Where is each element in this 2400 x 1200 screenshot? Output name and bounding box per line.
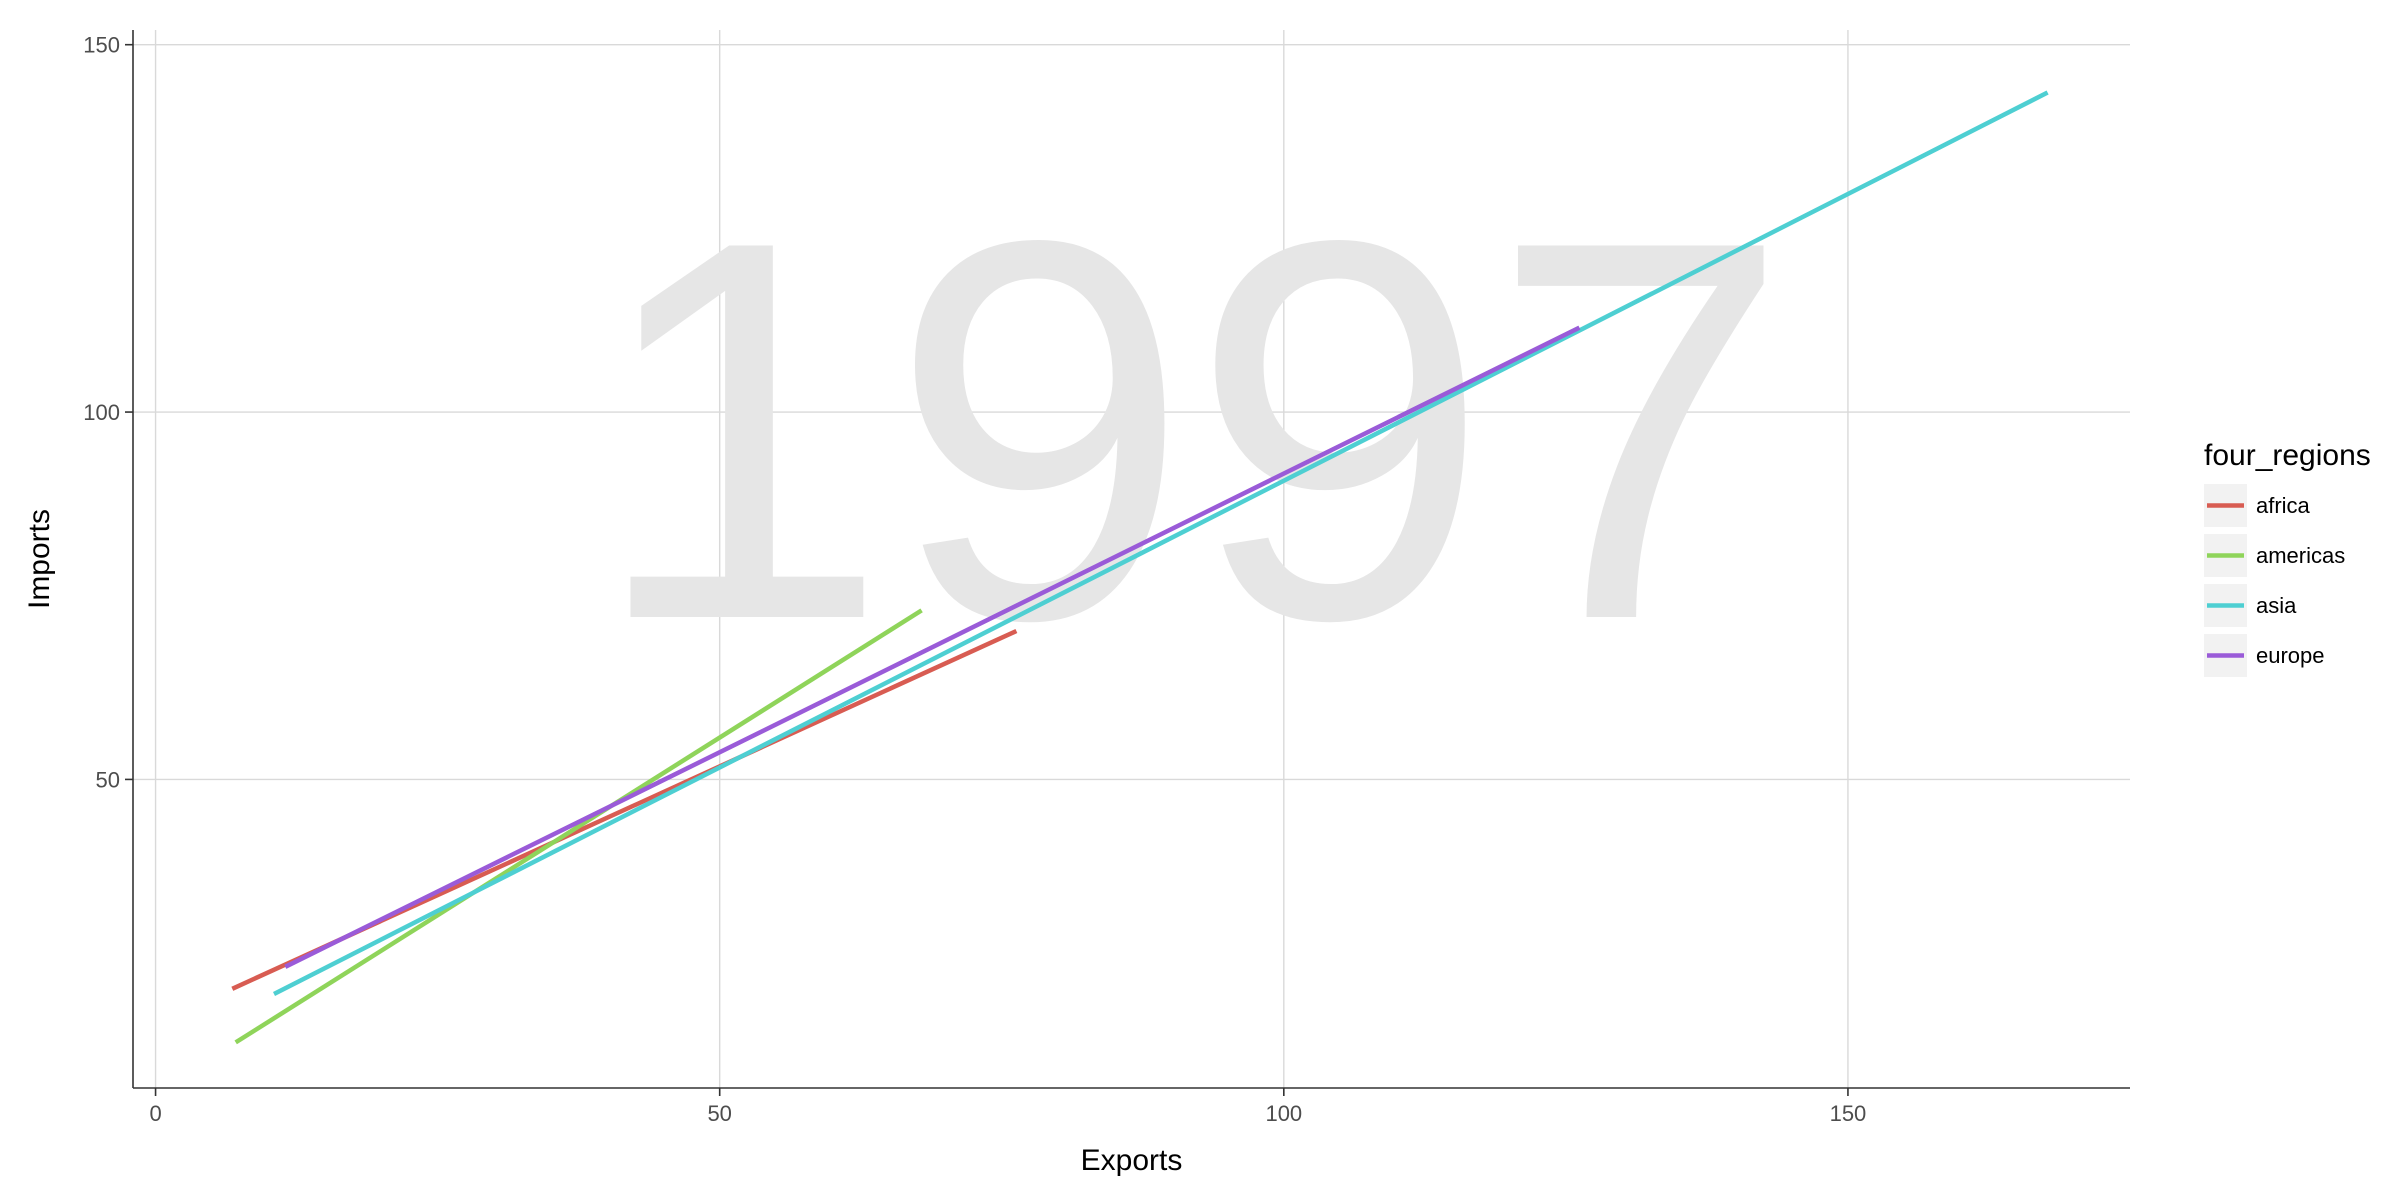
y-tick-label: 100 (83, 400, 120, 425)
x-axis-title: Exports (1081, 1144, 1183, 1177)
legend-item-africa: africa (2204, 484, 2311, 527)
series-line-asia (272, 90, 2049, 997)
legend-label: americas (2256, 543, 2345, 568)
legend-title: four_regions (2204, 439, 2371, 472)
year-watermark: 1997 (589, 129, 1790, 732)
legend-item-americas: americas (2204, 534, 2345, 577)
x-tick-label: 0 (149, 1101, 161, 1126)
legend-label: asia (2256, 593, 2297, 618)
y-tick-label: 150 (83, 33, 120, 58)
legend-item-europe: europe (2204, 634, 2325, 677)
axes: 0 50 100 150 50 100 150 (83, 30, 2130, 1126)
grid (133, 30, 2130, 1088)
legend: four_regions africa americas asia europe (2204, 439, 2371, 677)
series-line-europe (284, 325, 1581, 969)
legend-label: europe (2256, 643, 2325, 668)
legend-items: africa americas asia europe (2204, 484, 2345, 677)
legend-label: africa (2256, 493, 2311, 518)
legend-item-asia: asia (2204, 584, 2297, 627)
x-tick-label: 100 (1265, 1101, 1302, 1126)
series-lines (231, 90, 2049, 1045)
series-line-americas (234, 608, 923, 1045)
y-tick-label: 50 (96, 767, 120, 792)
x-tick-label: 150 (1830, 1101, 1867, 1126)
y-axis-title: Imports (23, 509, 56, 609)
x-tick-label: 50 (707, 1101, 731, 1126)
